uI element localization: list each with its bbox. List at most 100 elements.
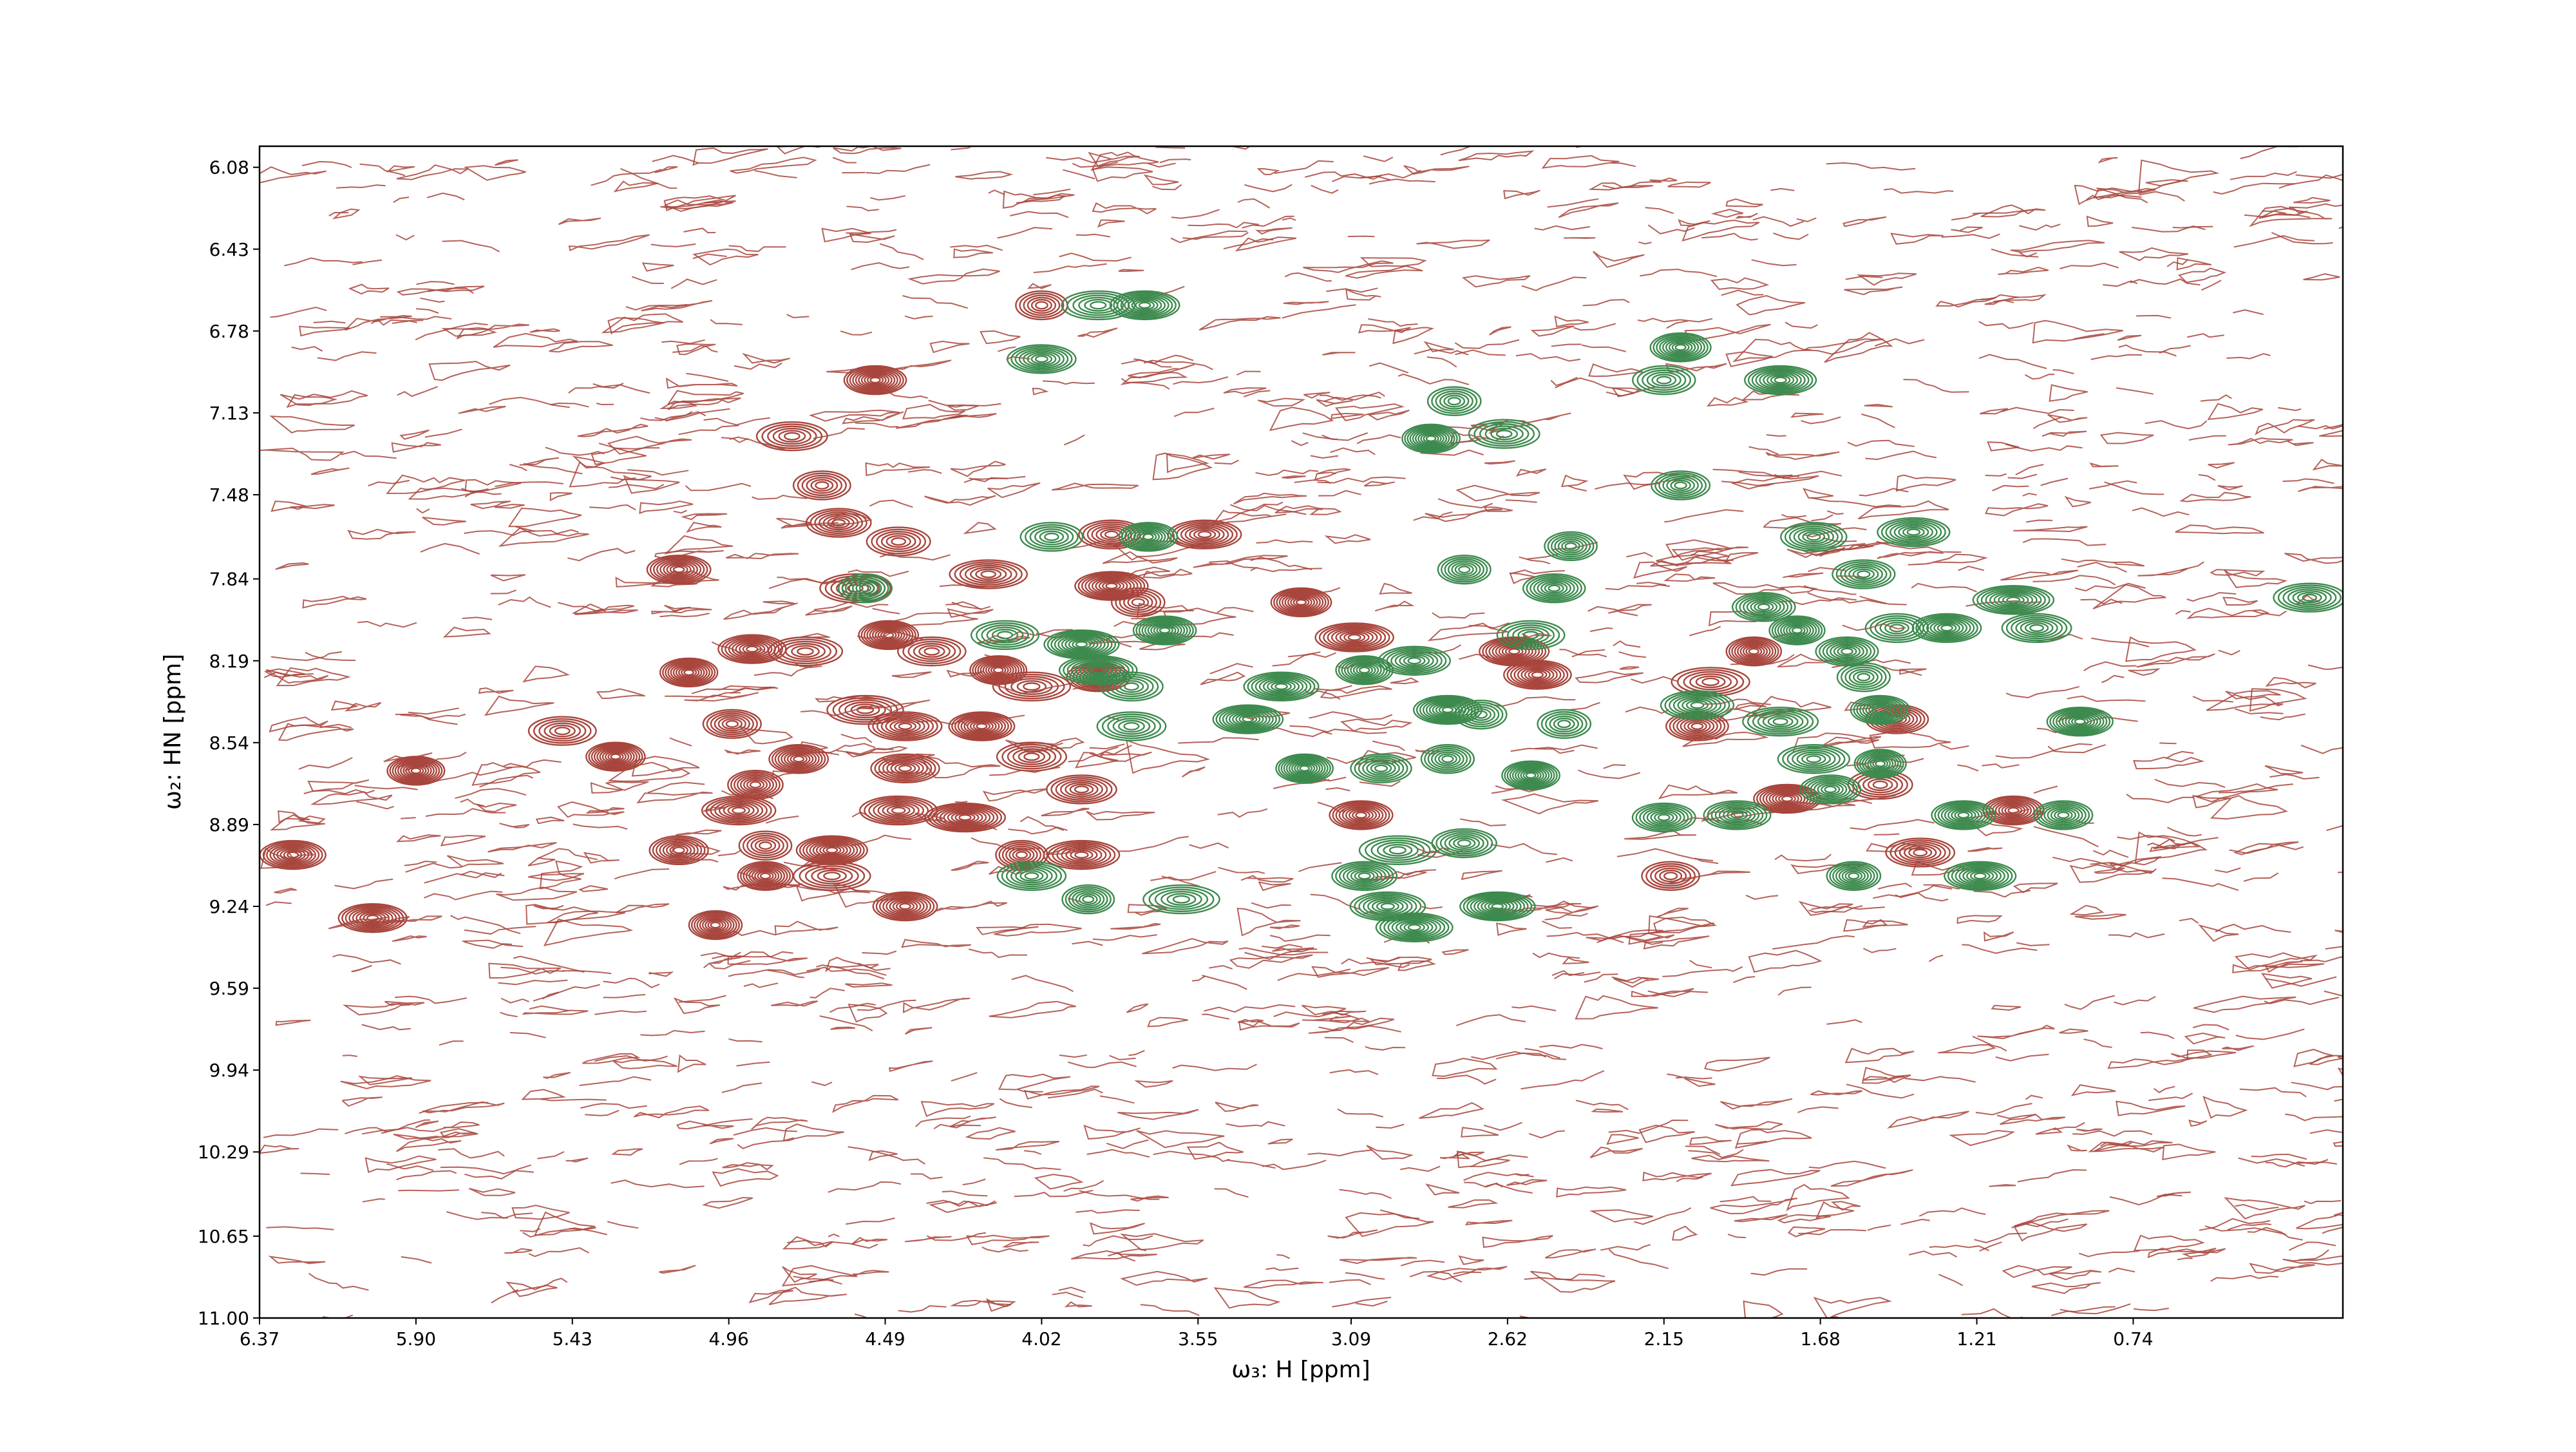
noise-contour bbox=[2239, 1158, 2305, 1167]
noise-contour bbox=[1346, 1213, 1434, 1237]
peak-contour bbox=[1873, 781, 1888, 788]
noise-contour bbox=[667, 379, 737, 388]
noise-contour bbox=[1345, 1273, 1385, 1279]
noise-contour bbox=[1329, 1280, 1371, 1285]
noise-contour bbox=[1122, 1272, 1208, 1285]
peak bbox=[1544, 532, 1596, 560]
noise-contour bbox=[1958, 566, 1984, 570]
noise-contour bbox=[1267, 728, 1332, 737]
peak-contour bbox=[1143, 534, 1153, 539]
noise-contour bbox=[1086, 812, 1155, 820]
noise-contour bbox=[951, 861, 989, 870]
noise-contour bbox=[1522, 277, 1586, 291]
noise-contour bbox=[529, 1006, 569, 1011]
noise-contour bbox=[611, 1180, 705, 1187]
noise-contour bbox=[2250, 1264, 2315, 1274]
peak-contour bbox=[1076, 642, 1087, 647]
peak bbox=[1913, 614, 1981, 642]
noise-contour bbox=[1865, 452, 1937, 460]
noise-contour bbox=[1462, 871, 1502, 879]
noise-contour bbox=[1746, 895, 1778, 899]
noise-contour bbox=[1064, 435, 1084, 444]
noise-contour bbox=[1733, 977, 1755, 982]
noise-contour bbox=[1433, 1058, 1497, 1076]
noise-contour bbox=[2167, 827, 2201, 836]
noise-contour bbox=[1792, 414, 1823, 417]
peak bbox=[1651, 333, 1711, 361]
peak-contour bbox=[824, 872, 840, 879]
noise-contour bbox=[1437, 1075, 1496, 1084]
noise-contour bbox=[2240, 142, 2314, 158]
noise-contour bbox=[1529, 1131, 1565, 1138]
noise-contour bbox=[1895, 893, 1948, 901]
noise-contour bbox=[562, 971, 611, 973]
peak-contour bbox=[899, 723, 911, 729]
noise-contour bbox=[501, 998, 529, 1003]
noise-contour bbox=[317, 352, 377, 360]
noise-contour bbox=[556, 861, 581, 872]
noise-contour bbox=[2116, 388, 2154, 394]
noise-contour bbox=[603, 995, 646, 998]
noise-contour bbox=[1831, 1170, 1913, 1186]
noise-contour bbox=[313, 792, 392, 804]
x-tick-label: 5.43 bbox=[553, 1328, 592, 1350]
noise-contour bbox=[929, 401, 1001, 406]
noise-contour bbox=[332, 702, 357, 710]
noise-contour bbox=[2230, 845, 2304, 854]
noise-contour bbox=[1640, 269, 1717, 276]
noise-contour bbox=[598, 689, 645, 698]
noise-contour bbox=[1578, 770, 1640, 779]
peak-contour bbox=[1173, 896, 1189, 903]
noise-contour bbox=[734, 363, 782, 369]
noise-contour bbox=[2117, 336, 2141, 340]
noise-contour bbox=[703, 1119, 753, 1125]
noise-contour bbox=[1036, 1174, 1082, 1189]
noise-contour bbox=[583, 1054, 638, 1064]
noise-contour bbox=[2175, 525, 2264, 533]
peak-contour bbox=[1108, 716, 1155, 736]
peak-contour bbox=[994, 667, 1003, 673]
noise-contour bbox=[510, 1033, 546, 1038]
noise-contour bbox=[846, 1218, 895, 1224]
peak bbox=[739, 832, 791, 860]
noise-contour bbox=[2201, 280, 2221, 290]
noise-contour bbox=[1471, 1155, 1528, 1167]
peak-contour bbox=[1684, 672, 1738, 692]
noise-contour bbox=[1202, 975, 1247, 989]
noise-contour bbox=[989, 1002, 1076, 1018]
noise-contour bbox=[2016, 943, 2049, 946]
noise-contour bbox=[1590, 1147, 1642, 1158]
noise-contour bbox=[1901, 1219, 1930, 1225]
noise-contour bbox=[2235, 709, 2283, 714]
noise-contour bbox=[609, 437, 692, 454]
noise-contour bbox=[1401, 1261, 1444, 1266]
noise-contour bbox=[744, 354, 790, 363]
noise-contour bbox=[335, 879, 393, 889]
noise-contour bbox=[2061, 559, 2116, 563]
noise-contour bbox=[1574, 324, 1616, 330]
peak bbox=[757, 422, 828, 450]
peak-contour bbox=[1458, 840, 1470, 846]
noise-contour bbox=[1962, 945, 2037, 953]
noise-contour bbox=[2188, 609, 2268, 618]
noise-contour bbox=[1218, 809, 1267, 817]
noise-contour bbox=[1063, 170, 1095, 179]
noise-contour bbox=[1238, 908, 1301, 935]
noise-contour bbox=[615, 182, 658, 191]
noise-contour bbox=[444, 1122, 480, 1128]
noise-contour bbox=[1012, 975, 1074, 991]
noise-contour bbox=[984, 789, 1048, 801]
noise-contour bbox=[346, 703, 381, 711]
peak bbox=[844, 366, 906, 394]
noise-contour bbox=[1330, 1070, 1378, 1075]
noise-contour bbox=[2066, 497, 2091, 507]
noise-contour bbox=[1593, 1109, 1623, 1112]
noise-contour bbox=[889, 1061, 933, 1071]
noise-contour bbox=[1025, 1086, 1099, 1099]
noise-contour bbox=[982, 1247, 1028, 1252]
noise-contour bbox=[1692, 1156, 1770, 1162]
peak-contour bbox=[1958, 812, 1969, 817]
noise-contour bbox=[1859, 501, 1949, 519]
peak bbox=[1097, 712, 1166, 740]
noise-contour bbox=[1733, 476, 1819, 489]
